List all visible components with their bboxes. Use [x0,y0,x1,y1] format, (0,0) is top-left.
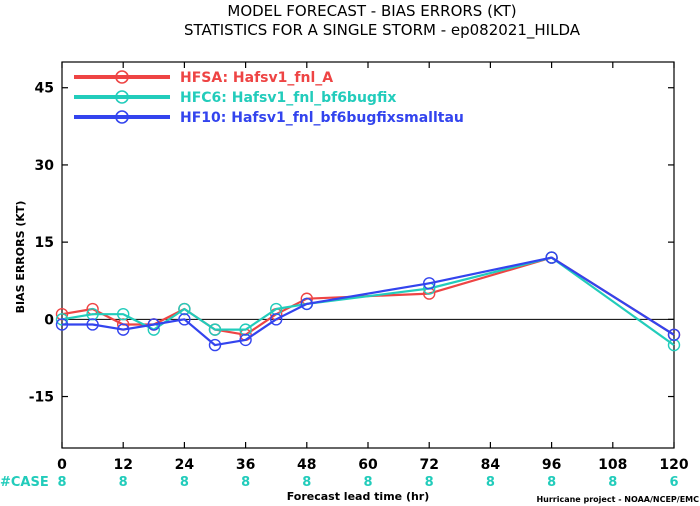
data-point-marker [116,323,130,336]
case-count: 8 [302,475,311,490]
legend-swatch-marker [115,70,129,84]
series-layer [55,251,681,352]
data-point-marker [55,318,69,331]
x-tick-label: 96 [542,457,561,473]
x-tick-label: 108 [598,457,627,473]
data-point-marker [208,323,222,336]
series-2 [55,251,681,352]
series-line [62,256,675,347]
data-point-marker [239,323,252,336]
case-count: 8 [608,475,617,490]
case-count: 8 [119,475,128,490]
y-tick-label: -15 [29,390,54,406]
credit-text: Hurricane project - NOAA/NCEP/EMC [536,495,699,504]
x-tick-label: 36 [236,457,255,473]
data-point-marker [667,328,681,341]
data-point-marker [86,307,99,321]
legend-swatch-marker [115,110,129,124]
data-point-marker [239,333,252,347]
x-tick-label: 48 [297,457,316,473]
y-tick-label: 30 [35,158,55,174]
case-count: 8 [241,475,250,490]
data-point-marker [178,313,191,326]
legend-entry-label: HFC6: Hafsv1_fnl_bf6bugfix [180,90,396,106]
data-point-marker [208,338,222,352]
x-tick-label: 120 [659,457,688,473]
data-point-marker [178,302,191,316]
x-tick-label: 60 [358,457,378,473]
x-tick-label: 72 [419,457,438,473]
x-tick-label: 24 [175,457,195,473]
data-point-marker [300,297,313,311]
case-count: 8 [486,475,495,490]
x-axis: 0 12 24 36 48 60 72 84 96 108 120 [57,62,689,473]
x-tick-label: 84 [481,457,501,473]
data-point-marker [545,251,558,264]
case-counts: 8 8 8 8 8 8 8 8 8 8 6 [57,475,678,490]
case-count: 8 [547,475,556,490]
case-count: 8 [57,475,66,490]
legend-entry-label: HFSA: Hafsv1_fnl_A [180,70,333,86]
x-tick-label: 12 [113,457,132,473]
data-point-marker [55,307,69,321]
case-count: 8 [425,475,434,490]
x-axis-label: Forecast lead time (hr) [287,490,430,503]
data-point-marker [270,313,283,326]
data-point-marker [116,307,130,321]
legend: HFSA: Hafsv1_fnl_A HFC6: Hafsv1_fnl_bf6bu… [74,70,464,126]
case-label: #CASE [0,475,49,490]
data-point-marker [86,318,99,331]
y-tick-label: 0 [44,312,54,328]
legend-swatch-marker [115,90,129,104]
case-count: 8 [180,475,189,490]
series-1 [55,251,681,352]
x-tick-label: 0 [57,457,67,473]
y-axis: -15 0 15 30 45 [29,81,674,406]
data-point-marker [667,338,681,352]
legend-entry-label: HF10: Hafsv1_fnl_bf6bugfixsmalltau [180,110,464,126]
data-point-marker [147,318,161,331]
case-count: 6 [669,475,678,490]
series-line [61,256,675,346]
y-tick-label: 45 [35,81,54,97]
chart-subtitle: STATISTICS FOR A SINGLE STORM - ep082021… [184,21,581,40]
chart-title: MODEL FORECAST - BIAS ERRORS (KT) [227,2,516,20]
y-axis-label: BIAS ERRORS (KT) [14,201,27,314]
y-tick-label: 15 [35,235,54,251]
case-count: 8 [363,475,372,490]
data-point-marker [270,302,283,316]
data-point-marker [423,277,436,290]
